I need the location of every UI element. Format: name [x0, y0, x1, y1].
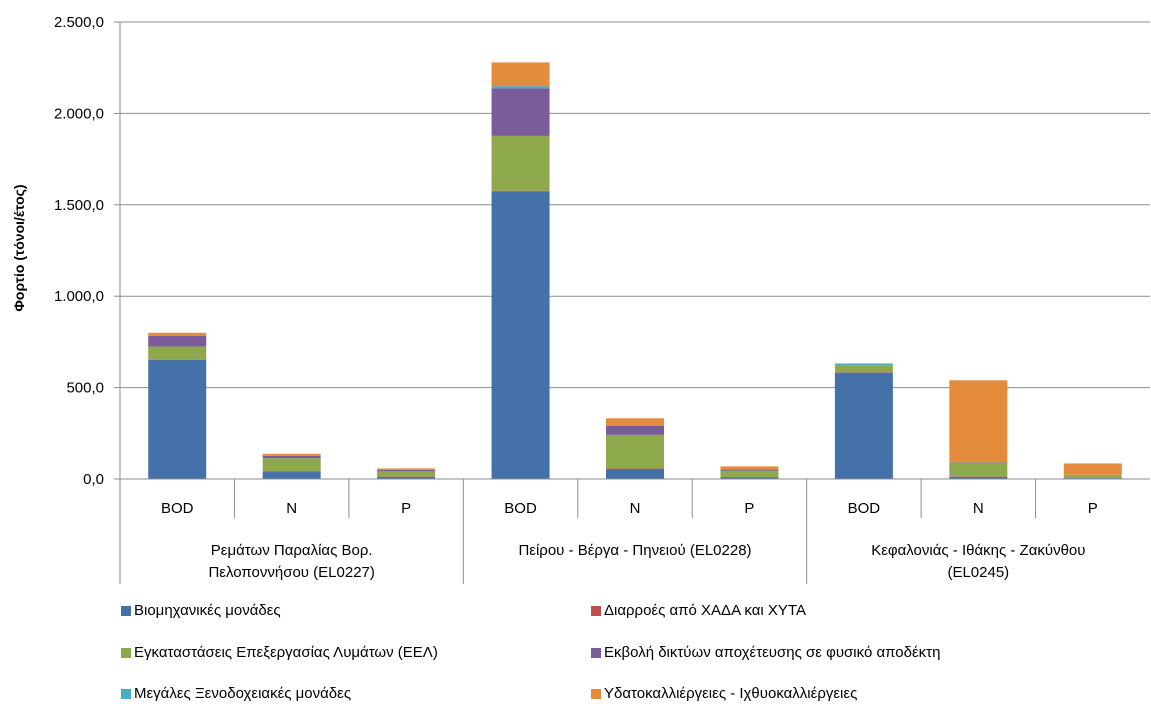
bar-segment [262, 453, 321, 456]
x-category-labels: BOD N P BOD N P BOD N P [161, 500, 1098, 517]
bar-segment [1063, 475, 1122, 478]
bar-segment [148, 346, 207, 360]
y-tick-label: 500,0 [66, 380, 104, 397]
x-category-label: P [1088, 500, 1098, 517]
y-tick-label: 2.500,0 [54, 14, 104, 31]
y-tick-labels: 0,0 500,0 1.000,0 1.500,0 2.000,0 2.500,0 [54, 14, 104, 488]
bar-segment [377, 476, 436, 479]
x-category-label: N [286, 500, 297, 517]
bar-segment [262, 472, 321, 479]
x-group-label: Πείρου - Βέργα - Πηνειού (EL0228) [518, 542, 751, 559]
bar-segment [606, 468, 664, 479]
bar-segment [491, 86, 550, 89]
y-tick-label: 1.000,0 [54, 288, 104, 305]
axes [119, 22, 1150, 584]
bar-segment [491, 62, 550, 87]
x-category-label: N [630, 500, 641, 517]
bar-segment [949, 380, 1008, 463]
bar-segment [949, 476, 1008, 479]
bar-segment [949, 464, 1008, 477]
x-group-labels: Ρεμάτων Παραλίας Βορ. Πελοποννήσου (EL022… [208, 542, 1085, 581]
bar-segment [606, 434, 664, 469]
x-category-label: BOD [848, 500, 881, 517]
y-tick-label: 0,0 [83, 471, 104, 488]
x-group-label: Ρεμάτων Παραλίας Βορ. Πελοποννήσου (EL022… [208, 542, 374, 581]
bar-segment [377, 471, 436, 477]
bar-segment [1063, 463, 1122, 475]
bar-segment [834, 372, 893, 479]
bar-segment [148, 335, 207, 347]
bar-segment [834, 363, 893, 366]
bar-segment [262, 458, 321, 472]
bar-segment [949, 462, 1008, 465]
bar-segment [720, 469, 779, 471]
x-category-label: BOD [504, 500, 537, 517]
x-group-label: Κεφαλονιάς - Ιθάκης - Ζακύνθου (EL0245) [871, 542, 1085, 581]
bar-segment [491, 88, 550, 136]
x-category-label: P [401, 500, 411, 517]
bar-segment [491, 191, 550, 479]
bar-segment [148, 359, 207, 360]
bar-segment [606, 425, 664, 435]
y-tick-label: 2.000,0 [54, 105, 104, 122]
y-axis-label: Φορτίο (τόνοι/έτος) [11, 184, 27, 311]
x-category-label: BOD [161, 500, 194, 517]
bar-segment [720, 477, 779, 479]
bar-segment [377, 468, 436, 470]
bar-segment [148, 359, 207, 479]
bar-segment [720, 470, 779, 477]
bar-segment [606, 418, 664, 426]
x-category-label: P [744, 500, 754, 517]
bar-segment [834, 365, 893, 373]
bar-segment [491, 190, 550, 192]
bar-segment [262, 455, 321, 459]
bar-segment [720, 466, 779, 470]
gridlines [114, 21, 1150, 480]
bars [148, 62, 1122, 479]
bar-segment [377, 469, 436, 472]
bar-segment [262, 471, 321, 473]
x-category-label: N [973, 500, 984, 517]
bar-segment [491, 135, 550, 191]
y-tick-label: 1.500,0 [54, 197, 104, 214]
bar-segment [148, 332, 207, 336]
